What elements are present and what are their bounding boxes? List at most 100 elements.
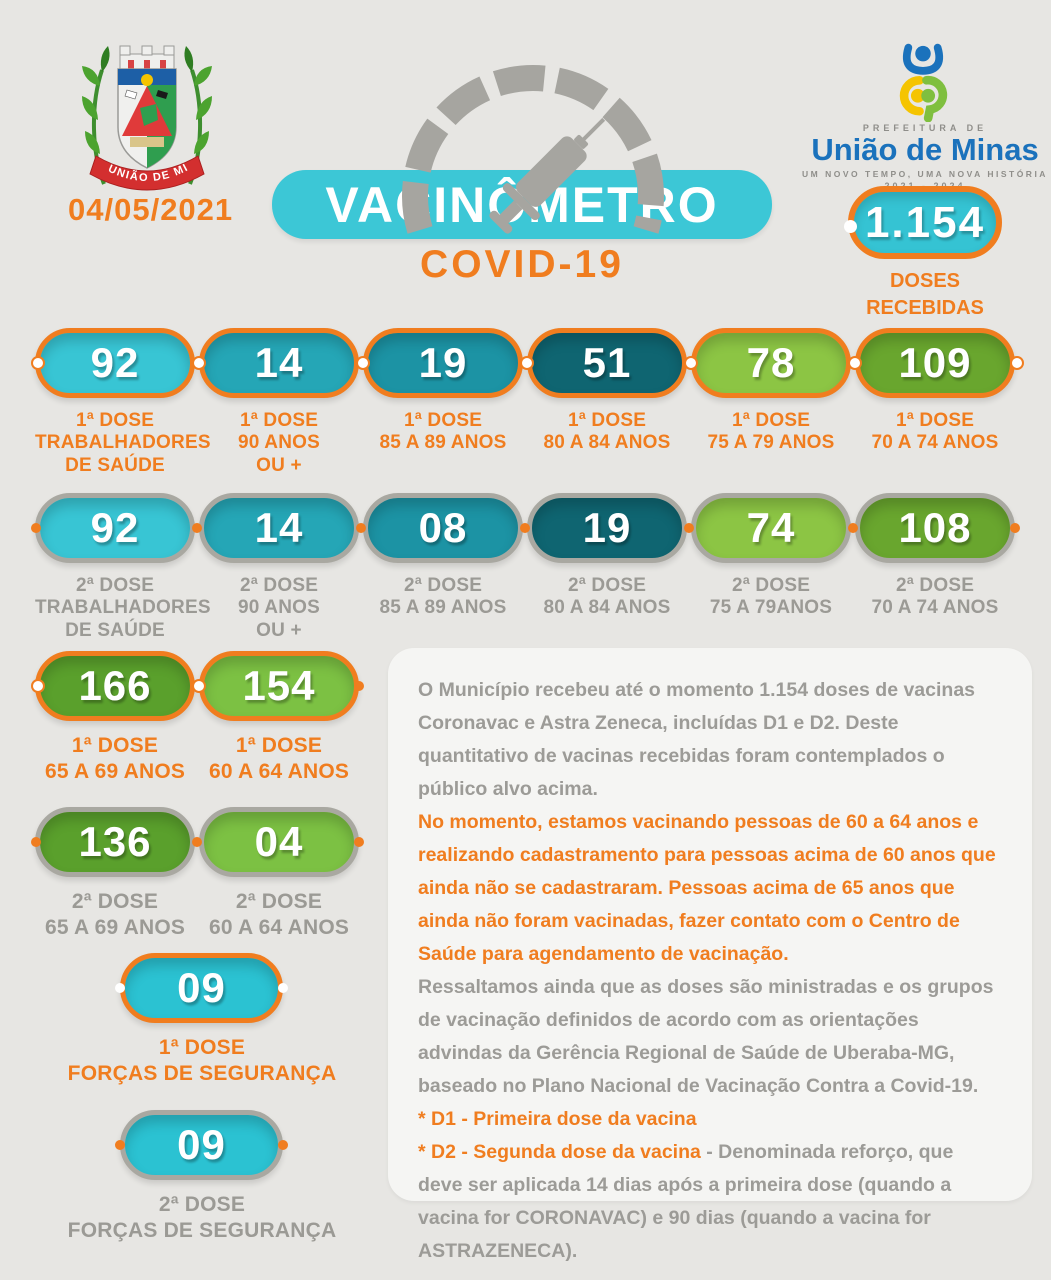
report-date: 04/05/2021 xyxy=(68,192,234,227)
dose-pill: 74 xyxy=(691,493,851,563)
prefecture-logo-icon xyxy=(899,43,948,122)
dose-group: 92 1ª DOSE TRABALHADORES DE SAÚDE xyxy=(35,328,211,476)
connector-dot xyxy=(684,523,694,533)
dose-pill: 92 xyxy=(35,493,195,563)
dose-count: 109 xyxy=(898,339,972,386)
dose-count: 08 xyxy=(418,504,468,551)
info-paragraph-current-group: No momento, estamos vacinando pessoas de… xyxy=(418,811,996,965)
dose-pill: 78 xyxy=(691,328,851,398)
dose-count: 166 xyxy=(78,662,152,709)
dose-label: 2ª DOSE TRABALHADORES DE SAÚDE xyxy=(35,575,211,641)
dose-label: 2ª DOSE FORÇAS DE SEGURANÇA xyxy=(67,1193,337,1243)
dose-pill: 109 xyxy=(855,328,1015,398)
doses-received-value: 1.154 xyxy=(864,197,986,247)
prefecture-name: União de Minas xyxy=(811,132,1039,167)
dose-label: 1ª DOSE 70 A 74 ANOS xyxy=(871,410,999,454)
page-subtitle: COVID-19 xyxy=(420,243,624,286)
dose-pill: 108 xyxy=(855,493,1015,563)
connector-dot xyxy=(192,523,202,533)
mural-crown-icon xyxy=(119,45,175,70)
dose-count: 92 xyxy=(90,339,140,386)
connector-dot xyxy=(192,679,206,693)
dose-count: 136 xyxy=(78,818,152,865)
connector-dot xyxy=(356,356,370,370)
info-note-d2: * D2 - Segunda dose da vacina - Denomina… xyxy=(418,1136,1002,1268)
dose-label: 2ª DOSE 60 A 64 ANOS xyxy=(208,890,350,940)
info-panel: O Município recebeu até o momento 1.154 … xyxy=(388,648,1032,1262)
dose-pill: 14 xyxy=(199,493,359,563)
connector-dot xyxy=(278,983,288,993)
info-note-d2-body: - Denominada reforço, que deve ser aplic… xyxy=(418,1141,954,1262)
connector-dot xyxy=(1010,356,1024,370)
connector-dot xyxy=(848,523,858,533)
dose-pill: 19 xyxy=(527,493,687,563)
dose-pill: 154 xyxy=(199,651,359,721)
connector-dot xyxy=(354,681,364,691)
dose-label: 1ª DOSE 90 ANOS OU + xyxy=(237,410,320,476)
connector-dot xyxy=(520,523,530,533)
corn-leaves-icon xyxy=(82,46,212,154)
dose-group: 166 1ª DOSE 65 A 69 ANOS xyxy=(35,651,195,783)
dose-pill: 14 xyxy=(199,328,359,398)
dose-pill: 166 xyxy=(35,651,195,721)
dose-group: 08 2ª DOSE 85 A 89 ANOS xyxy=(363,493,523,618)
connector-dot xyxy=(356,523,366,533)
syringe-icon xyxy=(489,117,606,234)
connector-dot xyxy=(115,1140,125,1150)
dose-label: 2ª DOSE 90 ANOS OU + xyxy=(237,575,320,641)
info-note-d2-lead: * D2 - Segunda dose da vacina xyxy=(418,1141,701,1163)
dose-group: 78 1ª DOSE 75 A 79 ANOS xyxy=(691,328,851,453)
coat-of-arms: UNIÃO DE MINAS xyxy=(80,36,212,191)
dose-count: 74 xyxy=(746,504,796,551)
dose-group: 09 2ª DOSE FORÇAS DE SEGURANÇA xyxy=(68,1110,336,1242)
dose-pill: 09 xyxy=(120,1110,283,1180)
dose-count: 09 xyxy=(177,964,226,1011)
info-note-d1: * D1 - Primeira dose da vacina xyxy=(418,1108,697,1130)
connector-dot xyxy=(31,523,41,533)
dose-label: 2ª DOSE 65 A 69 ANOS xyxy=(44,890,186,940)
dose-group: 92 2ª DOSE TRABALHADORES DE SAÚDE xyxy=(35,493,211,641)
dose-pill: 08 xyxy=(363,493,523,563)
dose-count: 19 xyxy=(582,504,632,551)
dose-group: 136 2ª DOSE 65 A 69 ANOS xyxy=(35,807,195,939)
connector-dot xyxy=(31,356,45,370)
dose-group: 51 1ª DOSE 80 A 84 ANOS xyxy=(527,328,687,453)
gauge-icon xyxy=(402,65,664,234)
dose-label: 1ª DOSE FORÇAS DE SEGURANÇA xyxy=(67,1036,337,1086)
dose-label: 1ª DOSE 60 A 64 ANOS xyxy=(208,734,350,784)
connector-dot xyxy=(278,1140,288,1150)
doses-received-label: DOSES RECEBIDAS xyxy=(866,270,984,319)
info-paragraph-doses: O Município recebeu até o momento 1.154 … xyxy=(418,679,976,800)
dose-group: 14 1ª DOSE 90 ANOS OU + xyxy=(199,328,359,476)
dose-label: 2ª DOSE 70 A 74 ANOS xyxy=(871,575,999,619)
info-paragraph-guidelines: Ressaltamos ainda que as doses são minis… xyxy=(418,976,994,1097)
gauge-arc xyxy=(402,65,664,234)
connector-dot xyxy=(844,220,857,233)
connector-dot xyxy=(354,837,364,847)
dose-group: 19 1ª DOSE 85 A 89 ANOS xyxy=(363,328,523,453)
dose-pill: 92 xyxy=(35,328,195,398)
shield-icon xyxy=(117,68,177,169)
connector-dot xyxy=(192,356,206,370)
dose-count: 108 xyxy=(898,504,972,551)
dose-count: 92 xyxy=(90,504,140,551)
dose-label: 1ª DOSE 65 A 69 ANOS xyxy=(44,734,186,784)
dose-group: 14 2ª DOSE 90 ANOS OU + xyxy=(199,493,359,641)
dose-count: 154 xyxy=(242,662,316,709)
dose-label: 1ª DOSE 85 A 89 ANOS xyxy=(379,410,507,454)
dose-group: 108 2ª DOSE 70 A 74 ANOS xyxy=(855,493,1015,618)
doses-received-badge: 1.154 xyxy=(844,186,1002,259)
dose-label: 2ª DOSE 80 A 84 ANOS xyxy=(543,575,671,619)
connector-dot xyxy=(848,356,862,370)
connector-dot xyxy=(115,983,125,993)
prefecture-line1: PREFEITURA DE xyxy=(862,123,988,133)
dose-count: 78 xyxy=(746,339,796,386)
dose-label: 1ª DOSE 80 A 84 ANOS xyxy=(543,410,671,454)
connector-dot xyxy=(31,679,45,693)
dose-pill: 04 xyxy=(199,807,359,877)
connector-dot xyxy=(1010,523,1020,533)
dose-group: 154 1ª DOSE 60 A 64 ANOS xyxy=(199,651,359,783)
dose-pill: 136 xyxy=(35,807,195,877)
connector-dot xyxy=(684,356,698,370)
dose-label: 1ª DOSE 75 A 79 ANOS xyxy=(707,410,835,454)
